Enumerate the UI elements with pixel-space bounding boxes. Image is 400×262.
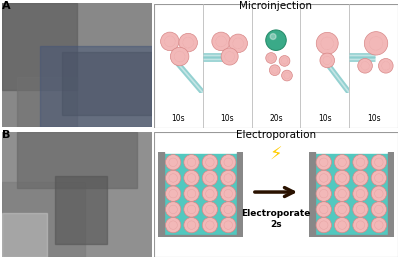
Circle shape: [266, 53, 276, 63]
Circle shape: [184, 155, 199, 170]
Bar: [309, 152, 314, 237]
Circle shape: [316, 170, 332, 186]
Circle shape: [364, 32, 388, 55]
Circle shape: [212, 32, 230, 51]
Circle shape: [371, 170, 386, 186]
Circle shape: [270, 65, 280, 75]
Circle shape: [202, 202, 218, 217]
Circle shape: [220, 217, 236, 233]
Text: Microinjection: Microinjection: [240, 1, 312, 11]
Circle shape: [316, 155, 332, 170]
Circle shape: [270, 34, 276, 40]
Circle shape: [320, 53, 334, 68]
Bar: [2, 213, 47, 257]
Bar: [238, 152, 243, 237]
Circle shape: [334, 217, 350, 233]
Circle shape: [334, 186, 350, 201]
Circle shape: [316, 217, 332, 233]
Circle shape: [353, 155, 368, 170]
Circle shape: [371, 217, 386, 233]
Circle shape: [184, 202, 199, 217]
Circle shape: [179, 33, 198, 52]
Bar: [314, 154, 388, 236]
Circle shape: [371, 186, 386, 201]
Text: 10s: 10s: [172, 114, 185, 123]
Text: 20s: 20s: [269, 114, 283, 123]
Circle shape: [316, 32, 338, 54]
Circle shape: [371, 155, 386, 170]
Text: Electroporate
2s: Electroporate 2s: [241, 210, 311, 229]
Circle shape: [279, 56, 290, 66]
Circle shape: [166, 155, 181, 170]
Circle shape: [170, 47, 189, 66]
Circle shape: [202, 186, 218, 201]
Bar: [158, 235, 243, 237]
Circle shape: [353, 217, 368, 233]
Circle shape: [353, 202, 368, 217]
Text: ⚡: ⚡: [270, 146, 282, 164]
Bar: [158, 152, 164, 237]
Bar: [62, 52, 152, 115]
Bar: [17, 132, 137, 188]
Circle shape: [202, 155, 218, 170]
Bar: [2, 3, 77, 90]
Circle shape: [220, 186, 236, 201]
Bar: [388, 152, 394, 237]
Text: Electroporation: Electroporation: [236, 130, 316, 140]
Circle shape: [184, 170, 199, 186]
Circle shape: [166, 186, 181, 201]
Bar: [40, 46, 152, 127]
Bar: [17, 77, 77, 127]
Circle shape: [316, 186, 332, 201]
Circle shape: [202, 217, 218, 233]
Circle shape: [160, 32, 179, 51]
Circle shape: [378, 58, 393, 73]
Text: 10s: 10s: [220, 114, 234, 123]
Circle shape: [184, 186, 199, 201]
Circle shape: [358, 58, 372, 73]
Circle shape: [166, 202, 181, 217]
Circle shape: [353, 186, 368, 201]
Circle shape: [353, 170, 368, 186]
Circle shape: [221, 48, 238, 65]
Circle shape: [202, 170, 218, 186]
Circle shape: [266, 30, 286, 50]
Circle shape: [334, 170, 350, 186]
Text: 10s: 10s: [318, 114, 332, 123]
Circle shape: [166, 170, 181, 186]
Circle shape: [229, 34, 248, 53]
Circle shape: [316, 202, 332, 217]
Circle shape: [184, 217, 199, 233]
Circle shape: [220, 155, 236, 170]
Circle shape: [220, 202, 236, 217]
Text: A: A: [2, 1, 11, 11]
Text: B: B: [2, 130, 10, 140]
Bar: [309, 235, 394, 237]
Circle shape: [334, 155, 350, 170]
Text: 10s: 10s: [367, 114, 380, 123]
Bar: [54, 176, 107, 244]
Circle shape: [371, 202, 386, 217]
Circle shape: [282, 70, 292, 81]
Bar: [164, 154, 238, 236]
Circle shape: [166, 217, 181, 233]
Bar: [2, 182, 84, 257]
Circle shape: [220, 170, 236, 186]
Circle shape: [334, 202, 350, 217]
